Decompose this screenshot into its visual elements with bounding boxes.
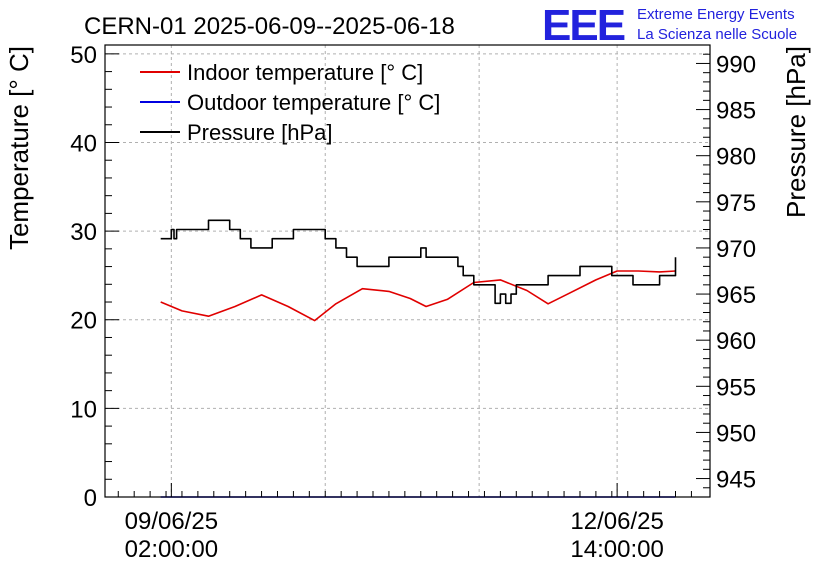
y2-tick-label: 985 (716, 98, 756, 125)
plot-frame (104, 44, 711, 498)
y-axis-label: Temperature [° C] (4, 46, 34, 250)
y2-tick-label: 980 (716, 144, 756, 171)
series-line-0 (160, 270, 676, 322)
x-tick-label-time: 14:00:00 (570, 536, 663, 563)
y-tick-label: 0 (84, 485, 97, 512)
y2-tick-label: 975 (716, 190, 756, 217)
y-tick-label: 40 (70, 130, 97, 157)
x-tick-label-date: 12/06/25 (570, 508, 663, 535)
y2-tick-label: 955 (716, 374, 756, 401)
legend-label-indoor: Indoor temperature [° C] (187, 60, 423, 85)
y2-tick-label: 970 (716, 236, 756, 263)
chart-title: CERN-01 2025-06-09--2025-06-18 (84, 13, 455, 40)
x-tick-label-time: 02:00:00 (125, 536, 218, 563)
series-layer (160, 219, 677, 498)
x-tick-label-date: 09/06/25 (125, 508, 218, 535)
grid (105, 45, 710, 497)
y-tick-label: 20 (70, 308, 97, 335)
y-tick-label: 10 (70, 396, 97, 423)
legend-label-pressure: Pressure [hPa] (187, 120, 333, 145)
y2-tick-label: 960 (716, 328, 756, 355)
y2-tick-label: 965 (716, 282, 756, 309)
y2-axis-label: Pressure [hPa] (781, 46, 811, 218)
axes: 0 10 20 30 40 50 945 950 955 960 965 970 975 980 985 99… (70, 42, 756, 563)
brand-line-2: La Scienza nelle Scuole (637, 26, 797, 43)
series-line-2 (160, 219, 677, 305)
y-tick-label: 50 (70, 42, 97, 69)
y2-tick-label: 950 (716, 420, 756, 447)
y2-tick-label: 990 (716, 51, 756, 78)
legend: Indoor temperature [° C] Outdoor tempera… (140, 60, 440, 145)
brand-line-1: Extreme Energy Events (637, 6, 795, 23)
y2-tick-label: 945 (716, 467, 756, 494)
y-tick-label: 30 (70, 219, 97, 246)
eee-logo: EEE (542, 1, 625, 50)
legend-label-outdoor: Outdoor temperature [° C] (187, 90, 440, 115)
